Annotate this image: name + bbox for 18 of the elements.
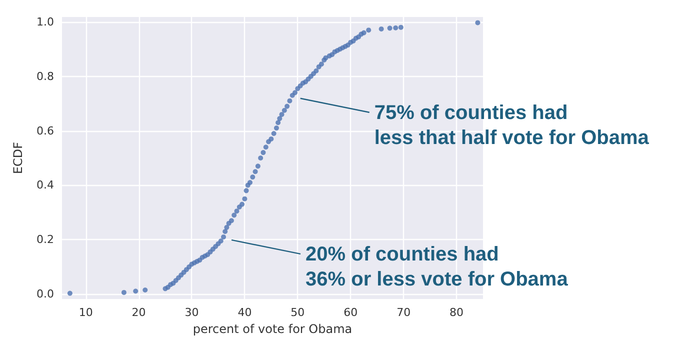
annotation: 20% of counties had 36% or less vote for Obama [306,243,569,290]
x-tick-label: 40 [238,306,252,319]
x-tick-label: 50 [290,306,305,319]
y-tick-label: 0.8 [36,70,54,83]
y-axis-title: ECDF [11,142,25,174]
x-tick-label: 80 [450,306,464,319]
y-tick-label: 0.2 [36,233,54,246]
x-tick-label: 70 [396,306,411,319]
y-tick-label: 1.0 [36,15,54,28]
x-tick-label: 10 [78,306,93,319]
x-tick-label: 20 [132,306,146,319]
x-axis-title: percent of vote for Obama [192,322,352,336]
annotation: 75% of counties had less that half vote for Obama [374,102,650,149]
y-tick-label: 0.6 [36,124,54,138]
x-tick-label: 60 [344,306,358,319]
y-tick-label: 0.4 [36,178,54,192]
y-tick-label: 0.0 [36,288,54,301]
x-tick-label: 30 [184,306,199,319]
